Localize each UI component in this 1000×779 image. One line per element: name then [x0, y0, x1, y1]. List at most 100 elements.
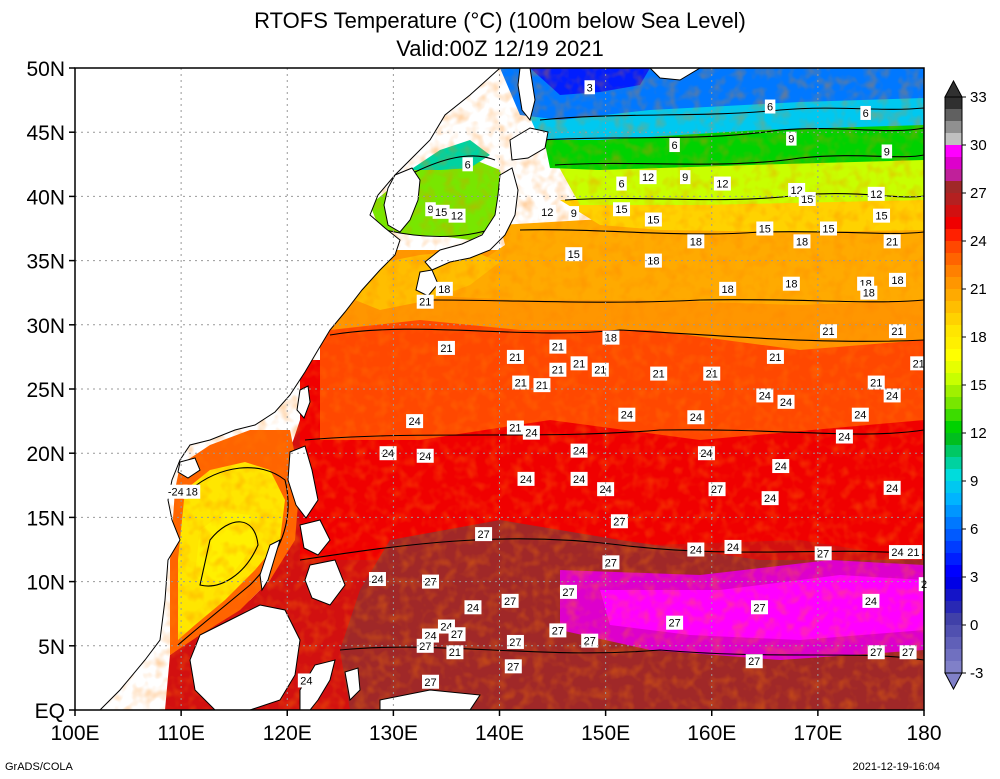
contour-label-box: [570, 356, 588, 371]
contour-label-text: 21: [509, 352, 521, 364]
contour-label-text: 24: [700, 448, 712, 460]
contour-label: 24: [772, 459, 790, 474]
contour-label-text: 27: [902, 647, 914, 659]
contour-label: 21: [533, 378, 551, 393]
contour-label: 21: [446, 645, 464, 660]
contour-label-box: [881, 144, 893, 159]
contour-label-text: 15: [759, 224, 771, 236]
luzon: [287, 445, 319, 519]
colorbar-label: 6: [970, 521, 978, 538]
colorbar-band: [945, 421, 962, 434]
contour-label-box: [724, 539, 742, 554]
lon-tick-label: 110E: [157, 722, 205, 745]
contour-label: 6: [860, 105, 871, 120]
contour-label-text: 18: [722, 284, 734, 296]
contour-label: 12: [867, 186, 885, 201]
contour-label-box: [782, 276, 800, 291]
contour-label-text: 9: [884, 146, 890, 158]
taiwan: [296, 385, 311, 419]
contour-label: 21: [549, 339, 567, 354]
contour-label-text: 21: [440, 343, 452, 355]
contour-label-text: 21: [509, 423, 521, 435]
japan-hokkaido: [509, 127, 549, 161]
contour-label-text: 21: [907, 547, 919, 559]
contour-label-text: 27: [748, 656, 760, 668]
contour-label-box: [835, 429, 853, 444]
contour-label: 21: [766, 349, 784, 364]
contour-label-box: [644, 212, 662, 227]
colorbar-label: -3: [970, 665, 983, 682]
contour-label-box: [559, 584, 577, 599]
colorbar-band: [945, 181, 962, 194]
lon-tick-label: 160E: [687, 722, 736, 745]
contour-label-text: 3: [587, 82, 593, 94]
contour-label: 9: [786, 131, 797, 146]
contour-label-text: 21: [449, 647, 461, 659]
contour-label-text: 21: [822, 326, 834, 338]
contour-label-text: 24: [621, 410, 633, 422]
contour-label-text: 24: [467, 602, 479, 614]
contour-label-text: 18: [690, 236, 702, 248]
contour-label-text: 24: [838, 432, 850, 444]
land-masses: [74, 67, 702, 711]
contour-label: 24: [761, 491, 779, 506]
contour-label-box: [506, 420, 524, 435]
contour-label-box: [910, 356, 928, 371]
contour-label-box: [899, 645, 917, 660]
contour-label-text: 24: [865, 596, 877, 608]
contour-label-text: 24: [520, 474, 532, 486]
contour-label: 15: [565, 247, 583, 262]
contour-label-box: [904, 545, 922, 560]
contour-label-text: 24: [854, 410, 866, 422]
contour-label-text: -24: [168, 487, 184, 499]
contour-label-box: [568, 206, 580, 221]
contour-label: 15: [613, 202, 631, 217]
contour-label-box: [432, 204, 450, 219]
contour-label: 21: [512, 375, 530, 390]
colorbar-band: [945, 289, 962, 302]
contour-label-box: [772, 459, 790, 474]
contour-label-text: 24: [886, 483, 898, 495]
contour-label: 6: [764, 99, 776, 114]
contour-label-box: [687, 234, 705, 249]
colorbar-label: 0: [970, 617, 978, 634]
contour-label-box: [618, 407, 636, 422]
contour-label-box: [867, 645, 885, 660]
contour-label-box: [708, 482, 726, 497]
contour-label-box: [475, 527, 493, 542]
contour-label: 12: [713, 176, 731, 191]
colorbar-band: [945, 121, 962, 134]
colorbar-label: 15: [970, 377, 987, 394]
contour-label-box: [602, 330, 620, 345]
contour-label-box: [616, 176, 627, 191]
contour-label: 21: [888, 324, 906, 339]
contour-label-text: 24: [727, 542, 739, 554]
colorbar-band: [945, 541, 962, 554]
contour-label-text: 15: [822, 224, 834, 236]
contour-label-text: 24: [573, 474, 585, 486]
contour-label-box: [814, 546, 832, 561]
contour-label: 24: [297, 673, 315, 688]
lon-tick-label: 120E: [263, 722, 312, 745]
contour-label-box: [591, 362, 609, 377]
contour-label-box: [766, 349, 784, 364]
contour-label-box: [851, 407, 869, 422]
contour-label: 18: [793, 234, 811, 249]
contour-label-box: [506, 349, 524, 364]
contour-label: 18: [602, 330, 620, 345]
colorbar-band: [945, 325, 962, 338]
contour-label-box: [644, 253, 662, 268]
colorbar-band: [945, 553, 962, 566]
contour-label: 27: [666, 615, 684, 630]
contour-label: 12: [448, 208, 466, 223]
contour-label-box: [406, 414, 424, 429]
contour-label-box: [713, 176, 731, 191]
contour-lines: [177, 107, 924, 661]
contour-label: 21: [867, 375, 885, 390]
new-guinea: [379, 689, 481, 711]
colorbar-band: [945, 601, 962, 614]
contour-label-text: 24: [525, 428, 537, 440]
contour-label-text: 12: [451, 211, 463, 223]
contour-label-text: 18: [605, 333, 617, 345]
